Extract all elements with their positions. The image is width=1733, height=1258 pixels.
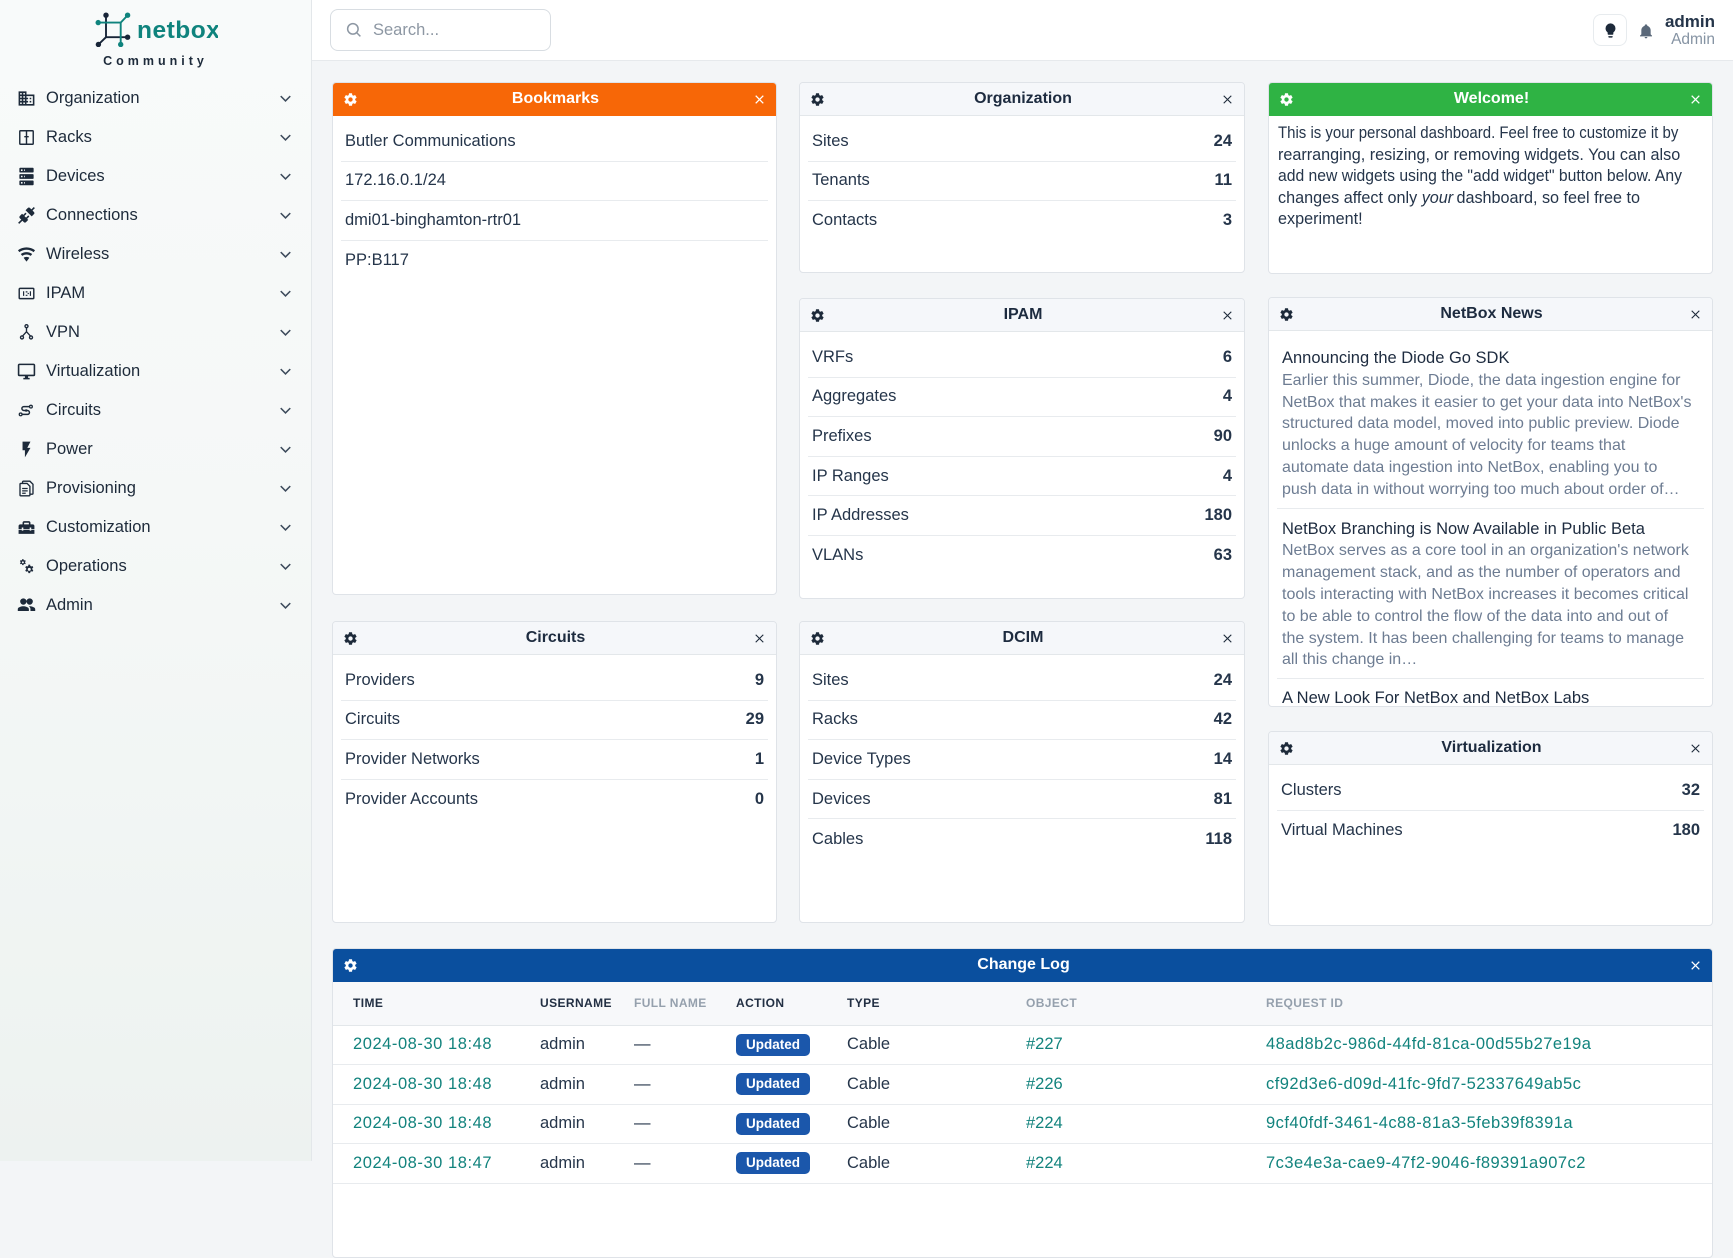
svg-text:netbox: netbox bbox=[137, 17, 218, 44]
